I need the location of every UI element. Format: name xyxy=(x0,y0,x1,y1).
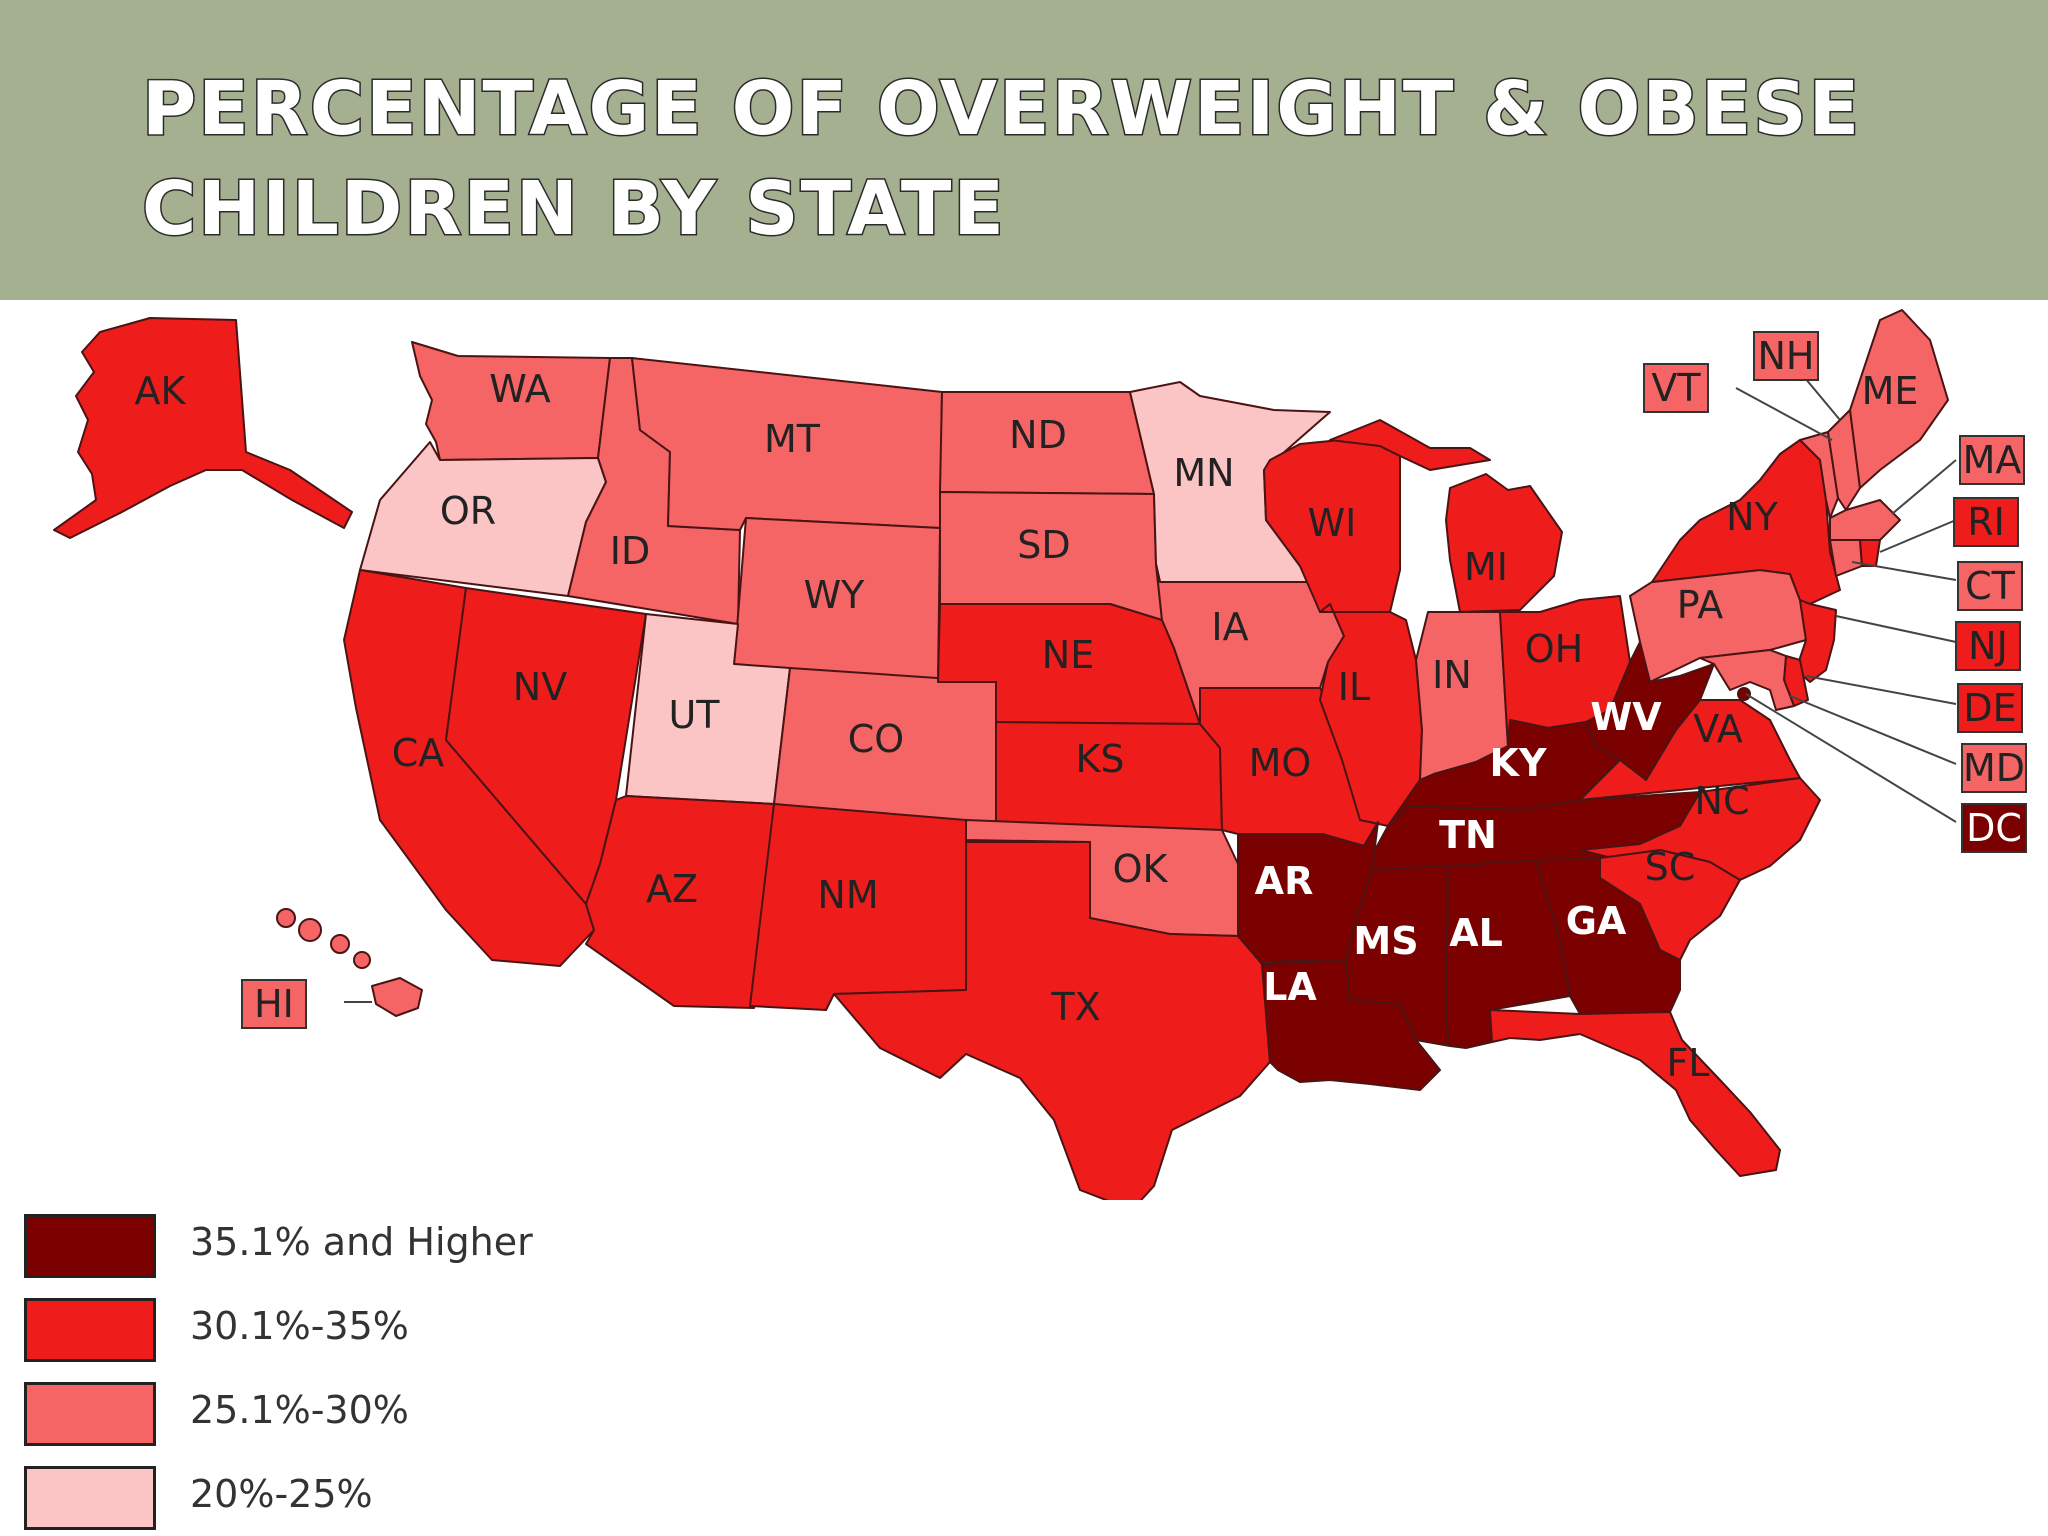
state-label-md: MD xyxy=(1963,746,2025,790)
state-hi[interactable] xyxy=(371,977,423,1017)
state-label-or: OR xyxy=(440,489,496,533)
state-label-ok: OK xyxy=(1113,847,1169,891)
callout-box-nj xyxy=(1955,621,2021,671)
callout-box-ct xyxy=(1957,561,2023,611)
state-wa[interactable] xyxy=(411,341,611,461)
state-ri[interactable] xyxy=(1859,539,1881,567)
legend-label: 20%-25% xyxy=(190,1472,373,1516)
page-title-line-1: PERCENTAGE OF OVERWEIGHT & OBESE xyxy=(140,65,1862,154)
state-label-mo: MO xyxy=(1249,741,1312,785)
callout-box-md xyxy=(1961,743,2027,793)
state-label-va: VA xyxy=(1693,707,1743,751)
legend-label: 35.1% and Higher xyxy=(190,1220,533,1264)
state-label-mn: MN xyxy=(1173,451,1234,495)
state-label-ia: IA xyxy=(1211,605,1248,649)
state-label-co: CO xyxy=(848,717,904,761)
state-label-me: ME xyxy=(1862,369,1919,413)
legend-label: 30.1%-35% xyxy=(190,1304,409,1348)
legend-swatch xyxy=(24,1298,156,1362)
state-label-sd: SD xyxy=(1017,523,1070,567)
state-hi-islet xyxy=(330,934,350,954)
state-label-ne: NE xyxy=(1042,633,1094,677)
state-label-in: IN xyxy=(1432,653,1472,697)
state-label-nd: ND xyxy=(1009,413,1067,457)
state-label-az: AZ xyxy=(646,867,698,911)
state-label-id: ID xyxy=(610,529,650,573)
legend-item: 20%-25% xyxy=(24,1466,624,1530)
state-il[interactable] xyxy=(1319,603,1423,827)
state-label-sc: SC xyxy=(1645,845,1696,889)
state-label-fl: FL xyxy=(1666,1041,1709,1085)
state-label-ut: UT xyxy=(668,693,720,737)
state-ak[interactable] xyxy=(53,317,353,539)
state-mi-upper xyxy=(1329,419,1491,471)
state-label-ak: AK xyxy=(135,369,187,413)
legend-swatch xyxy=(24,1466,156,1530)
legend-swatch xyxy=(24,1382,156,1446)
us-choropleth-map: AK HI WA OR CA ID NV MT WY UT AZ CO NM ND SD NE KS OK TX MN… xyxy=(53,309,2027,1200)
state-hi-islet xyxy=(298,918,322,942)
state-label-la: LA xyxy=(1263,965,1317,1009)
state-label-nj: NJ xyxy=(1968,624,2008,668)
legend-item: 35.1% and Higher xyxy=(24,1214,624,1278)
legend-item: 30.1%-35% xyxy=(24,1298,624,1362)
state-label-al: AL xyxy=(1449,911,1503,955)
state-nj[interactable] xyxy=(1795,599,1837,683)
page-title-line-2: CHILDREN BY STATE xyxy=(141,165,1006,254)
state-label-tn: TN xyxy=(1439,813,1497,857)
state-label-nc: NC xyxy=(1695,779,1750,823)
state-va[interactable] xyxy=(1579,699,1801,801)
state-mi[interactable] xyxy=(1445,473,1563,613)
callout-box-de xyxy=(1957,683,2023,733)
state-label-tx: TX xyxy=(1050,985,1100,1029)
state-me[interactable] xyxy=(1849,309,1949,489)
state-hi-islet xyxy=(353,951,371,969)
state-label-vt: VT xyxy=(1651,366,1701,410)
state-label-il: IL xyxy=(1338,665,1370,709)
state-label-ri: RI xyxy=(1967,500,2005,544)
state-ma[interactable] xyxy=(1829,499,1901,541)
state-label-wv: WV xyxy=(1590,695,1662,739)
state-label-dc: DC xyxy=(1966,806,2022,850)
legend-swatch xyxy=(24,1214,156,1278)
state-ga[interactable] xyxy=(1535,857,1681,1015)
state-label-oh: OH xyxy=(1525,627,1583,671)
state-label-ca: CA xyxy=(392,731,445,775)
state-label-ms: MS xyxy=(1353,919,1418,963)
callout-lines xyxy=(344,371,1957,1003)
state-dc[interactable] xyxy=(1737,687,1751,701)
state-label-mi: MI xyxy=(1464,545,1508,589)
state-label-ar: AR xyxy=(1255,859,1314,903)
state-label-nh: NH xyxy=(1758,334,1815,378)
state-label-nv: NV xyxy=(513,665,567,709)
legend-label: 25.1%-30% xyxy=(190,1388,409,1432)
callout-box-ri xyxy=(1953,497,2019,547)
state-label-ga: GA xyxy=(1566,899,1627,943)
callout-box-hi xyxy=(241,979,307,1029)
state-label-ma: MA xyxy=(1963,438,2022,482)
callout-box-vt xyxy=(1643,363,1709,413)
callout-box-nh xyxy=(1753,331,1819,381)
state-label-nm: NM xyxy=(817,873,878,917)
state-label-ny: NY xyxy=(1726,495,1778,539)
state-fl[interactable] xyxy=(1489,1009,1781,1177)
state-label-de: DE xyxy=(1963,686,2016,730)
state-label-wi: WI xyxy=(1308,501,1357,545)
state-label-ct: CT xyxy=(1965,564,2016,608)
state-label-hi: HI xyxy=(254,982,294,1026)
state-label-wa: WA xyxy=(489,367,551,411)
title-banner: PERCENTAGE OF OVERWEIGHT & OBESE CHILDRE… xyxy=(0,0,2048,300)
legend-item: 25.1%-30% xyxy=(24,1382,624,1446)
state-ct[interactable] xyxy=(1829,539,1863,577)
state-label-mt: MT xyxy=(764,417,821,461)
state-hi-islet xyxy=(276,908,296,928)
state-nh[interactable] xyxy=(1827,409,1861,511)
state-md[interactable] xyxy=(1699,649,1795,711)
callout-box-dc xyxy=(1961,803,2027,853)
state-label-wy: WY xyxy=(804,573,866,617)
state-label-pa: PA xyxy=(1677,583,1723,627)
state-label-ky: KY xyxy=(1490,741,1547,785)
callout-box-ma xyxy=(1959,435,2025,485)
state-label-ks: KS xyxy=(1075,737,1124,781)
